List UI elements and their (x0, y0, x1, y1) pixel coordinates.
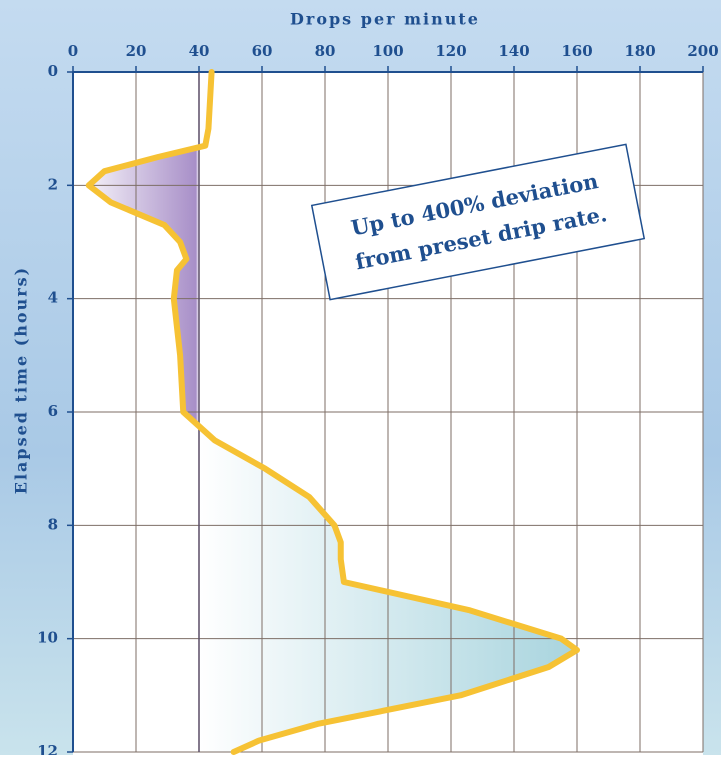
y-tick-label: 2 (48, 175, 58, 193)
x-tick-label: 180 (624, 42, 655, 60)
x-tick-label: 20 (126, 42, 147, 60)
page: Drops per minute Elapsed time (hours) 0 2… (0, 0, 721, 755)
chart: Drops per minute Elapsed time (hours) 0 2… (0, 0, 721, 755)
y-tick-label: 6 (48, 402, 58, 420)
x-tick-label: 100 (372, 42, 403, 60)
x-tick-label: 160 (561, 42, 592, 60)
x-tick-label: 60 (252, 42, 273, 60)
axis-title: Drops per minute (290, 10, 480, 29)
y-tick-label: 10 (37, 629, 58, 647)
y-tick-label: 4 (48, 289, 58, 307)
x-tick-label: 0 (68, 42, 78, 60)
y-tick-label: 8 (48, 515, 58, 533)
x-tick-label: 200 (687, 42, 718, 60)
x-tick-label: 40 (189, 42, 210, 60)
axis-title: Elapsed time (hours) (12, 266, 31, 494)
x-tick-label: 120 (435, 42, 466, 60)
x-tick-label: 140 (498, 42, 529, 60)
x-tick-label: 80 (315, 42, 336, 60)
y-tick-label: 12 (37, 742, 58, 755)
y-tick-label: 0 (48, 62, 58, 80)
